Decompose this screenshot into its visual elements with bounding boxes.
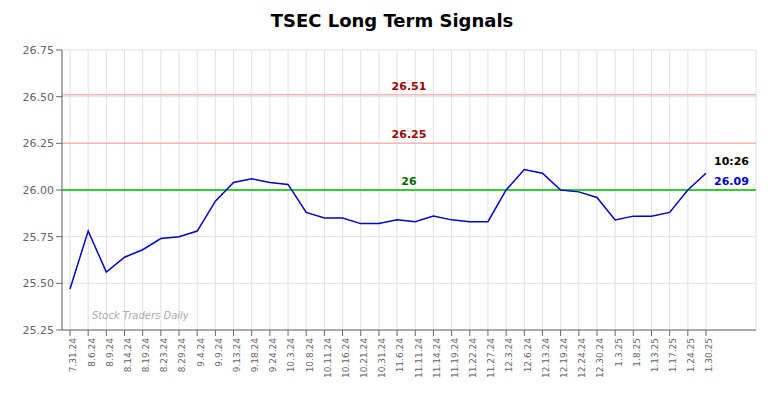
svg-text:26.50: 26.50 [23, 91, 55, 104]
svg-text:11.27.24: 11.27.24 [486, 338, 496, 378]
svg-text:8.6.24: 8.6.24 [87, 338, 97, 367]
svg-text:7.31.24: 7.31.24 [68, 338, 78, 373]
svg-text:8.9.24: 8.9.24 [105, 338, 115, 367]
svg-text:1.17.25: 1.17.25 [668, 338, 678, 372]
svg-text:11.19.24: 11.19.24 [450, 338, 460, 378]
svg-text:9.24.24: 9.24.24 [268, 338, 278, 373]
svg-text:8.29.24: 8.29.24 [177, 338, 187, 373]
svg-text:10.8.24: 10.8.24 [305, 338, 315, 373]
svg-text:25.50: 25.50 [23, 277, 55, 290]
svg-text:12.6.24: 12.6.24 [523, 338, 533, 373]
svg-text:10:26: 10:26 [714, 155, 749, 168]
svg-text:9.4.24: 9.4.24 [196, 338, 206, 367]
svg-text:10.16.24: 10.16.24 [341, 338, 351, 378]
svg-text:12.19.24: 12.19.24 [559, 338, 569, 378]
svg-text:1.3.25: 1.3.25 [614, 338, 624, 367]
svg-text:26: 26 [401, 175, 417, 188]
svg-text:1.8.25: 1.8.25 [632, 338, 642, 367]
svg-text:10.21.24: 10.21.24 [359, 338, 369, 378]
svg-text:26.25: 26.25 [23, 137, 55, 150]
svg-text:26.75: 26.75 [23, 44, 55, 57]
svg-text:8.23.24: 8.23.24 [159, 338, 169, 373]
svg-text:1.24.25: 1.24.25 [686, 338, 696, 372]
svg-text:9.18.24: 9.18.24 [250, 338, 260, 373]
svg-text:9.13.24: 9.13.24 [232, 338, 242, 373]
svg-text:11.6.24: 11.6.24 [395, 338, 405, 373]
html-text:Stock Traders Daily: Stock Traders Daily [92, 310, 189, 321]
svg-text:11.22.24: 11.22.24 [468, 338, 478, 378]
svg-text:8.14.24: 8.14.24 [123, 338, 133, 373]
svg-text:11.14.24: 11.14.24 [432, 338, 442, 378]
svg-text:12.30.24: 12.30.24 [595, 338, 605, 378]
svg-text:11.11.24: 11.11.24 [414, 338, 424, 378]
svg-text:12.24.24: 12.24.24 [577, 338, 587, 378]
svg-text:12.13.24: 12.13.24 [541, 338, 551, 378]
svg-text:9.9.24: 9.9.24 [214, 338, 224, 367]
svg-text:8.19.24: 8.19.24 [141, 338, 151, 373]
svg-text:26.25: 26.25 [392, 128, 427, 141]
svg-text:26.00: 26.00 [23, 184, 55, 197]
html-text:TSEC Long Term Signals: TSEC Long Term Signals [270, 10, 514, 31]
svg-text:10.3.24: 10.3.24 [286, 338, 296, 373]
svg-text:10.11.24: 10.11.24 [323, 338, 333, 378]
svg-text:1.13.25: 1.13.25 [650, 338, 660, 372]
svg-text:25.25: 25.25 [23, 324, 55, 337]
svg-text:1.30.25: 1.30.25 [704, 338, 714, 372]
svg-text:10.31.24: 10.31.24 [377, 338, 387, 378]
svg-text:26.09: 26.09 [714, 175, 749, 188]
svg-text:25.75: 25.75 [23, 231, 55, 244]
svg-text:26.51: 26.51 [392, 80, 427, 93]
svg-text:12.3.24: 12.3.24 [505, 338, 515, 373]
